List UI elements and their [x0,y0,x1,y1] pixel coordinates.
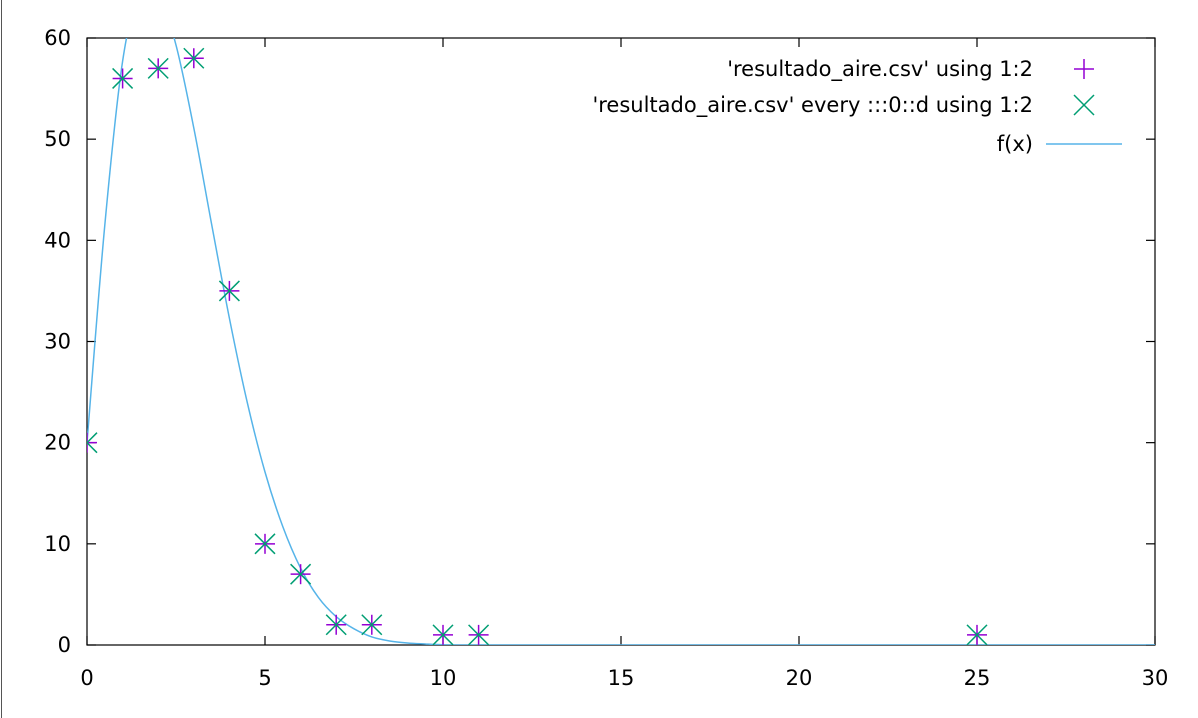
axis-ticks [86,37,1156,646]
y-tick-label: 10 [44,532,71,556]
data-point-series-2 [218,280,240,302]
data-point-series-2 [468,624,490,645]
data-point-series-2 [966,624,988,645]
y-tick-label: 40 [44,228,71,252]
y-tick-label: 0 [58,633,71,657]
data-point-series-2 [290,563,312,585]
legend-key [1074,59,1094,79]
legend-label: 'resultado_aire.csv' every :::0::d using… [592,93,1033,118]
y-tick-label: 20 [44,431,71,455]
legend-key [1073,94,1095,116]
y-tick-label: 60 [44,26,71,50]
x-tick-label: 30 [1142,666,1169,690]
series-fx-line [87,38,1155,645]
data-point-series-1 [87,432,97,453]
x-tick-label: 0 [80,666,93,690]
x-tick-label: 20 [786,666,813,690]
axis-tick-labels: 0 5 10 15 20 25 30 0 10 20 30 40 50 60 [44,26,1168,690]
data-point-series-2 [432,624,454,645]
data-point-series-2 [112,67,134,89]
x-tick-label: 10 [430,666,457,690]
y-tick-label: 50 [44,127,71,151]
data-point-series-2 [87,432,98,454]
series-layer [87,38,1155,645]
legend-label: f(x) [997,132,1033,156]
data-point-series-2 [254,533,276,555]
plot-frame [86,37,1156,646]
data-point-series-2 [147,57,169,79]
y-tick-label: 30 [44,330,71,354]
x-tick-label: 25 [964,666,991,690]
legend: 'resultado_aire.csv' using 1:2 'resultado… [592,57,1122,156]
x-tick-label: 5 [258,666,271,690]
data-point-series-2 [361,614,383,636]
x-tick-label: 15 [608,666,635,690]
data-point-series-2 [325,614,347,636]
data-point-series-2 [183,47,205,69]
legend-label: 'resultado_aire.csv' using 1:2 [727,57,1033,82]
